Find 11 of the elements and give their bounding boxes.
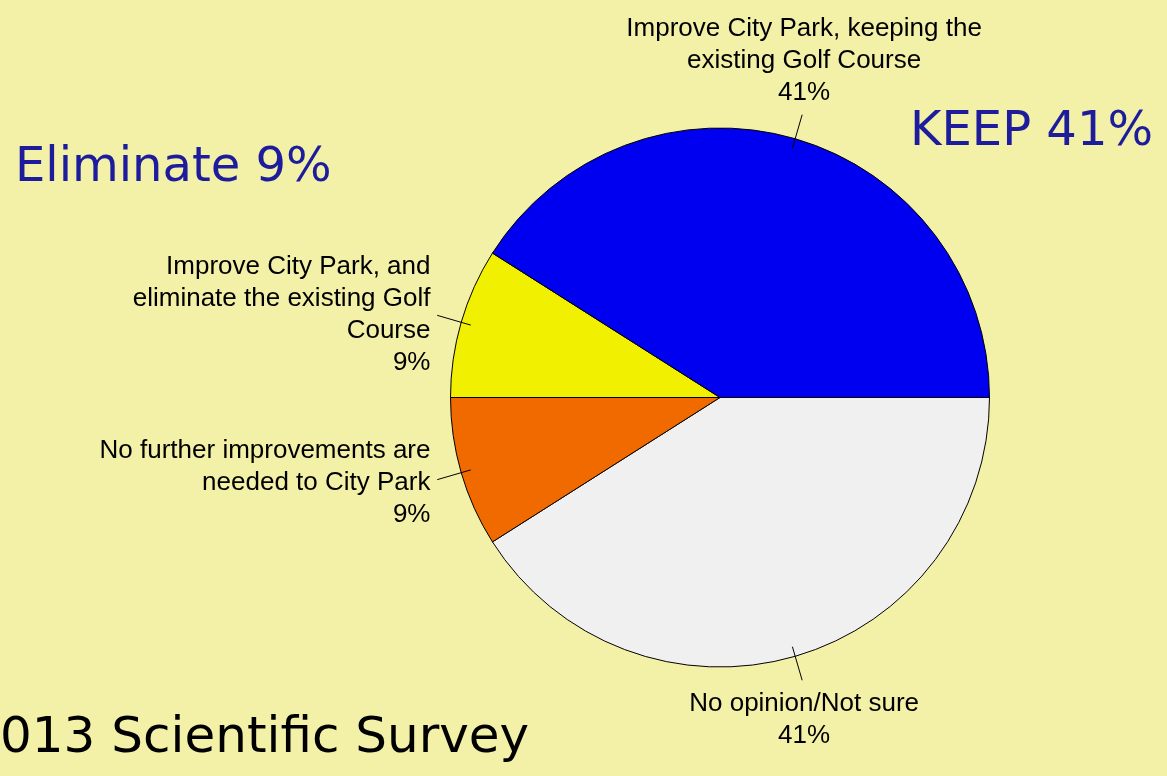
data-label: 9% [392, 345, 431, 376]
data-label: 9% [392, 497, 431, 528]
slice-label: Improve City Park, keeping the existing Golf Course [626, 12, 982, 75]
slice-label: No further improvements are needed to City Park [99, 433, 432, 496]
text: 013 Scientific Survey [0, 706, 530, 764]
data-label: 41% [778, 719, 831, 750]
text: Eliminate 9% [15, 136, 332, 192]
text: KEEP 41% [910, 100, 1154, 156]
slice-label: Improve City Park, and eliminate the existing Golf Course [132, 249, 432, 344]
data-label: 41% [778, 76, 831, 107]
slice-label: No opinion/Not sure [689, 687, 920, 718]
